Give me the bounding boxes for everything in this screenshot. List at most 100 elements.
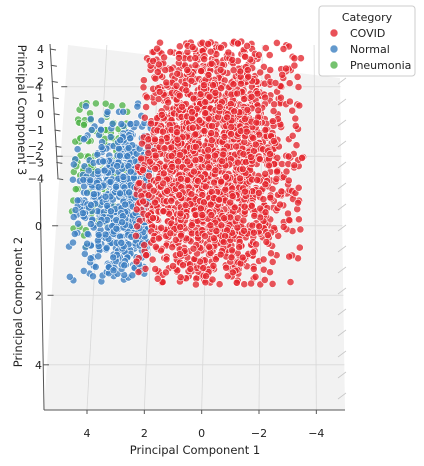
scatter-point (154, 234, 163, 243)
scatter-point (199, 264, 208, 272)
scatter-point (239, 216, 248, 225)
z-tick-label: 3 (37, 59, 44, 72)
scatter-point (168, 243, 177, 252)
scatter-point (232, 142, 241, 151)
scatter-point (211, 88, 220, 97)
scatter-point (175, 250, 184, 258)
scatter-point (176, 151, 184, 159)
scatter-point (193, 176, 202, 185)
scatter-point (97, 143, 106, 152)
scatter-point (116, 136, 125, 145)
scatter-point (265, 51, 274, 59)
scatter-point (133, 222, 142, 231)
scatter-point (267, 249, 275, 258)
scatter-point (206, 200, 215, 209)
scatter-point (290, 61, 299, 70)
scatter-point (291, 122, 300, 130)
scatter-point (227, 129, 235, 138)
depth-gridline (337, 119, 347, 127)
scatter-point (208, 122, 216, 130)
scatter-point (246, 153, 255, 161)
scatter-point (236, 174, 244, 183)
z-tick-label: −2 (28, 140, 44, 153)
scatter-point (144, 191, 153, 200)
scatter-point (186, 265, 195, 273)
scatter-point (284, 209, 292, 218)
scatter-point (216, 66, 225, 74)
scatter-point (209, 261, 218, 270)
scatter-point (266, 66, 275, 74)
scatter-point (209, 81, 217, 90)
scatter-point (100, 166, 109, 175)
scatter-point (93, 167, 102, 176)
depth-gridline (337, 329, 347, 337)
scatter-point (240, 202, 249, 211)
scatter-point (71, 185, 80, 194)
z-tick (56, 161, 63, 164)
scatter-point (211, 255, 220, 264)
scatter-point (142, 103, 150, 111)
scatter-point (216, 43, 225, 52)
legend-entries: COVID Normal Pneumonia (329, 27, 411, 72)
scatter-point (171, 235, 180, 244)
x-tick-label: 2 (141, 427, 148, 440)
scatter-point (151, 242, 160, 251)
scatter-point (247, 201, 256, 210)
scatter-point (273, 153, 282, 162)
depth-gridline (337, 308, 347, 316)
scatter-point (71, 206, 80, 214)
scatter-point (294, 183, 303, 192)
scatter-point (162, 78, 171, 87)
scatter-point (253, 89, 262, 98)
scatter-point (260, 275, 269, 284)
z-tick (49, 48, 57, 51)
scatter-point (175, 42, 184, 51)
scatter-point (176, 174, 185, 183)
scatter-point (261, 93, 269, 102)
scatter-point (138, 139, 146, 148)
scatter-point (86, 254, 95, 263)
scatter-point (293, 73, 302, 81)
scatter-point (151, 164, 160, 173)
legend: Category COVID Normal Pneumonia (318, 5, 416, 77)
x-gridline (313, 44, 317, 411)
scatter-point (269, 137, 278, 145)
scatter-point (279, 222, 288, 231)
scatter-point (76, 151, 85, 160)
z-tick-label: 0 (37, 108, 44, 121)
scatter-point (215, 195, 224, 204)
scatter-point (86, 176, 95, 185)
scatter-point (153, 44, 161, 53)
scatter-point (149, 214, 157, 222)
legend-marker-covid (329, 28, 339, 38)
scatter-point (203, 152, 212, 161)
scatter-point (285, 252, 294, 261)
scatter-point (137, 154, 146, 163)
scatter-point (144, 149, 153, 157)
scatter-point (94, 230, 103, 239)
scatter-point (206, 221, 215, 230)
scatter-point (109, 266, 118, 275)
scatter-point (252, 118, 261, 127)
scatter-point (79, 266, 88, 275)
scatter-point (128, 271, 137, 280)
z-tick (53, 113, 60, 116)
scatter-point (79, 209, 87, 218)
scatter-point (207, 129, 216, 138)
depth-gridline (337, 77, 347, 85)
scatter-point (91, 262, 100, 271)
scatter-point (181, 201, 190, 210)
scatter-point (153, 274, 162, 283)
scatter-point (157, 223, 166, 232)
scatter-point (240, 95, 248, 103)
scatter-point (261, 180, 270, 189)
scatter-point (265, 161, 273, 170)
scatter-point (155, 87, 164, 96)
scatter-point (238, 165, 247, 173)
scatter-point (183, 66, 192, 74)
scatter-point (232, 278, 241, 287)
scatter-point (233, 223, 242, 232)
scatter-point (233, 158, 242, 167)
scatter-point (189, 244, 198, 253)
